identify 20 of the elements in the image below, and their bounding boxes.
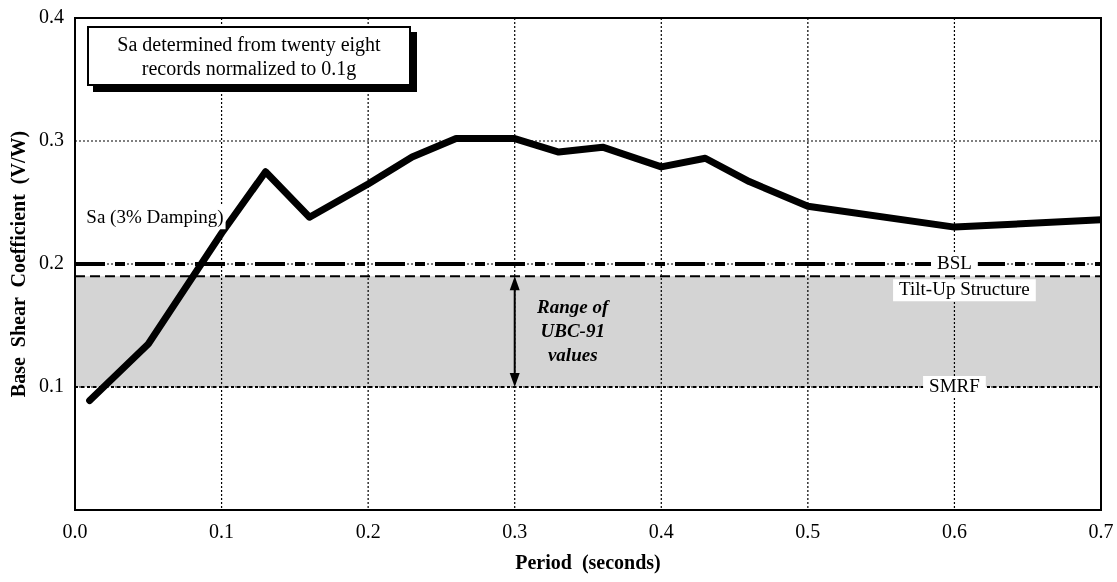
annotation: Sa determined from twenty eight records normalized to 0.1g [87,26,411,86]
x-tick-label: 0.7 [1088,520,1114,543]
y-axis-title: Base Shear Coefficient (V/W) [7,130,31,398]
band-label: Range of UBC-91 values [536,295,611,365]
x-tick-label: 0.3 [502,520,528,543]
x-axis-title: Period (seconds) [515,551,661,575]
x-tick-label: 0.0 [62,520,88,543]
x-tick-label: 0.1 [209,520,235,543]
y-tick-label: 0.1 [39,374,64,397]
x-tick-label: 0.4 [648,520,674,543]
y-tick-label: 0.2 [39,251,64,274]
ref-line-label: BSL [937,251,972,273]
x-tick-label: 0.6 [941,520,967,543]
ref-line-label: Tilt-Up Structure [899,278,1030,300]
x-tick-label: 0.5 [795,520,821,543]
ref-line-label: SMRF [929,374,980,396]
y-tick-label: 0.3 [39,128,64,151]
x-tick-label: 0.2 [355,520,381,543]
series-label: Sa (3% Damping) [86,205,224,228]
y-tick-label: 0.4 [39,5,64,28]
